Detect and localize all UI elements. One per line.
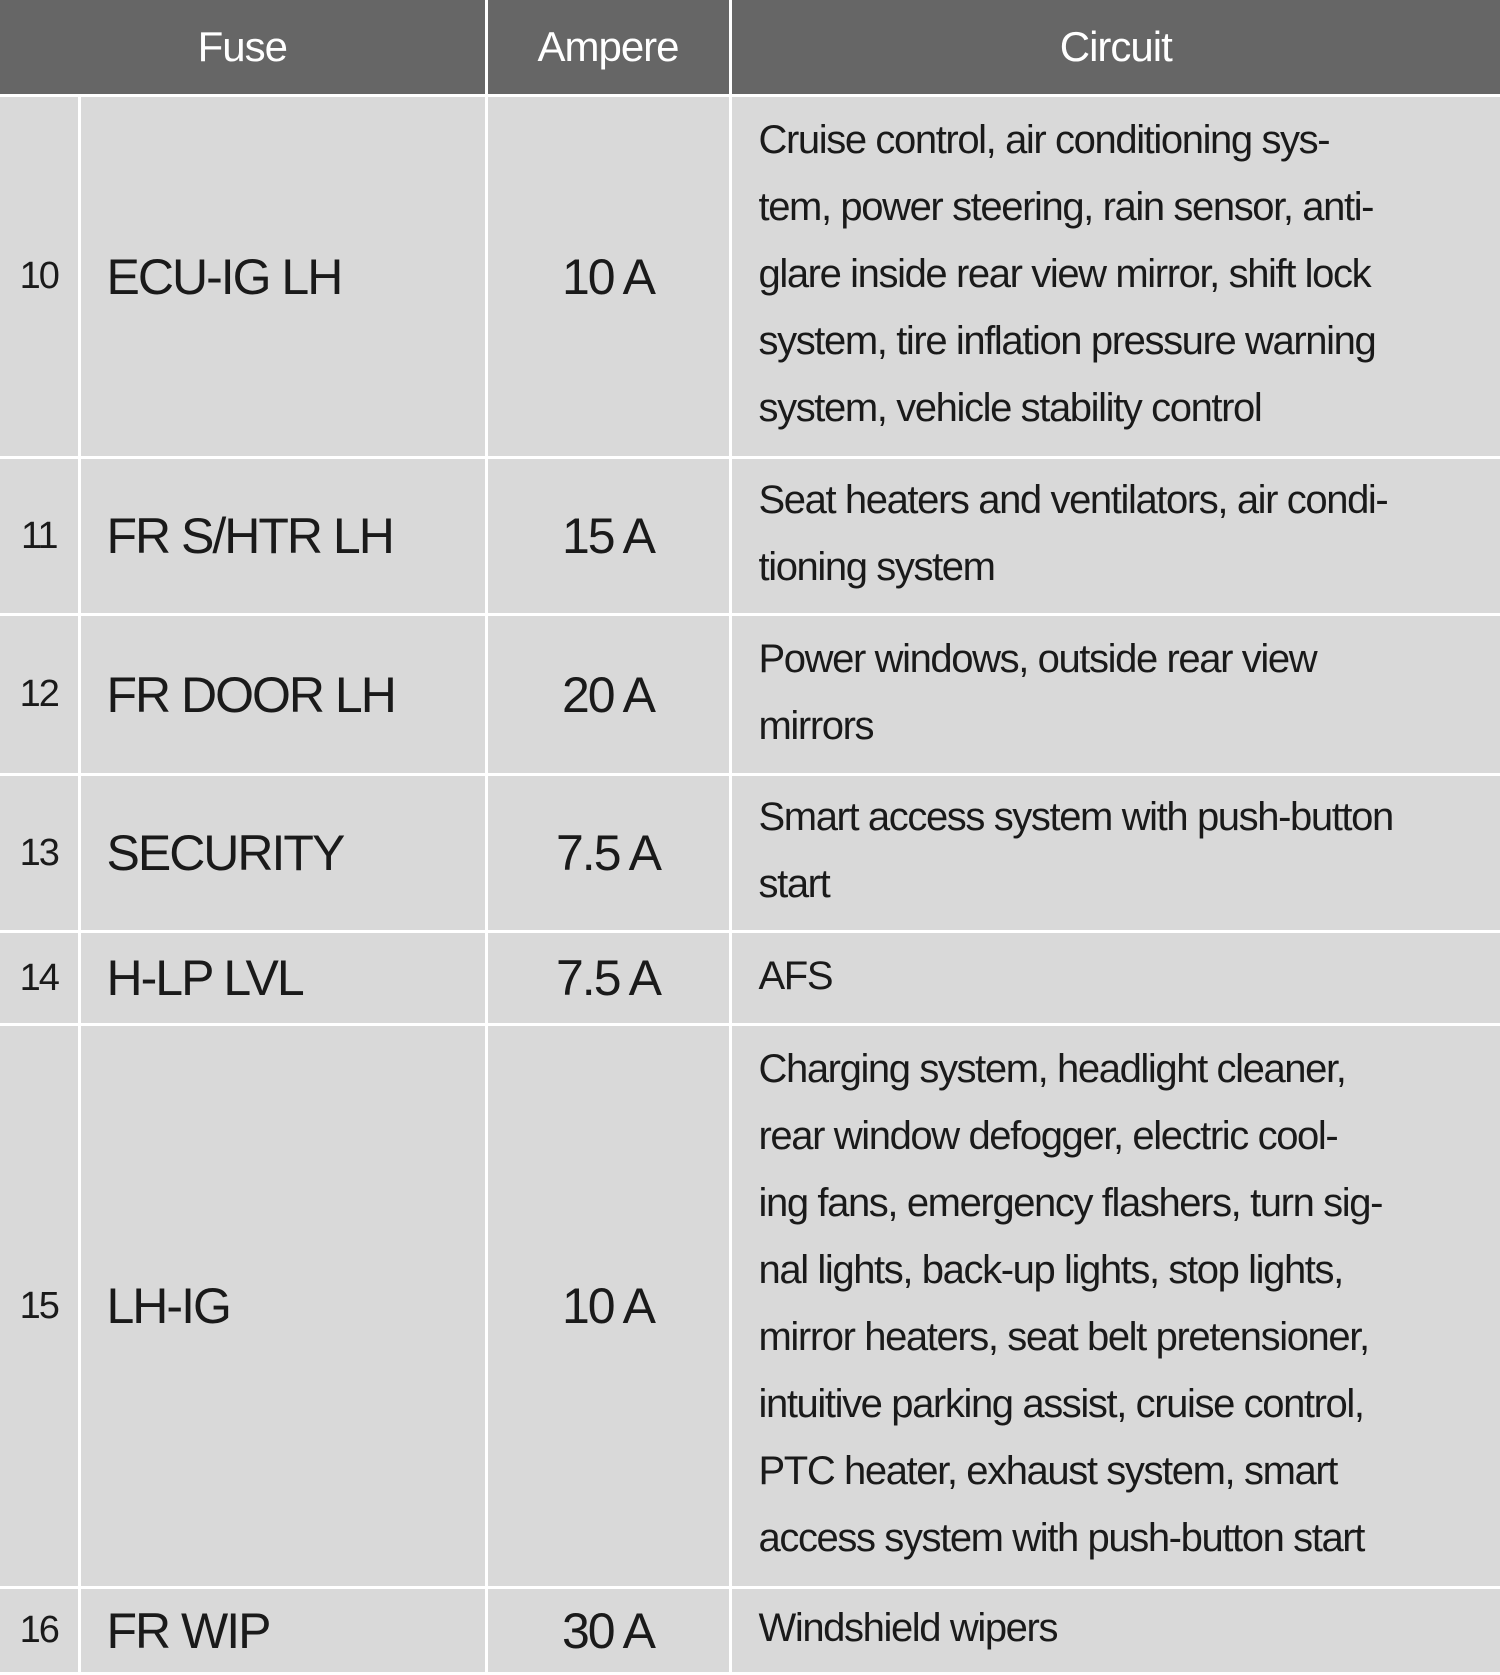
fuse-number: 15	[0, 1025, 79, 1588]
circuit-line: start	[759, 851, 1500, 918]
circuit-line: PTC heater, exhaust system, smart	[759, 1438, 1500, 1505]
fuse-number: 14	[0, 932, 79, 1025]
ampere-value: 7.5 A	[486, 932, 730, 1025]
circuit-line: access system with push-button start	[759, 1505, 1500, 1572]
circuit-line: Smart access system with push-button	[759, 784, 1500, 851]
fuse-name: ECU-IG LH	[79, 96, 486, 458]
ampere-value: 20 A	[486, 615, 730, 775]
circuit-line: tem, power steering, rain sensor, anti-	[759, 174, 1500, 241]
ampere-value: 10 A	[486, 1025, 730, 1588]
fuse-name: FR DOOR LH	[79, 615, 486, 775]
fuse-name: LH-IG	[79, 1025, 486, 1588]
circuit-line: system, tire inflation pressure warning	[759, 308, 1500, 375]
fuse-name: SECURITY	[79, 775, 486, 932]
fuse-name: FR S/HTR LH	[79, 458, 486, 615]
ampere-value: 7.5 A	[486, 775, 730, 932]
fuse-number: 13	[0, 775, 79, 932]
circuit-description: Charging system, headlight cleaner,rear …	[730, 1025, 1500, 1588]
circuit-line: Seat heaters and ventilators, air condi-	[759, 467, 1500, 534]
fuse-number: 12	[0, 615, 79, 775]
circuit-description: Cruise control, air conditioning sys-tem…	[730, 96, 1500, 458]
circuit-line: Windshield wipers	[759, 1595, 1500, 1662]
fuse-number: 11	[0, 458, 79, 615]
circuit-line: Charging system, headlight cleaner,	[759, 1036, 1500, 1103]
circuit-line: AFS	[759, 943, 1500, 1010]
header-fuse: Fuse	[0, 0, 486, 96]
circuit-line: mirrors	[759, 693, 1500, 760]
circuit-line: nal lights, back-up lights, stop lights,	[759, 1237, 1500, 1304]
circuit-line: system, vehicle stability control	[759, 375, 1500, 442]
fuse-name: FR WIP	[79, 1588, 486, 1674]
circuit-description: Windshield wipers	[730, 1588, 1500, 1674]
header-row: Fuse Ampere Circuit	[0, 0, 1500, 96]
circuit-line: intuitive parking assist, cruise control…	[759, 1371, 1500, 1438]
circuit-description: Seat heaters and ventilators, air condi-…	[730, 458, 1500, 615]
ampere-value: 15 A	[486, 458, 730, 615]
circuit-description: AFS	[730, 932, 1500, 1025]
circuit-line: Cruise control, air conditioning sys-	[759, 107, 1500, 174]
fuse-name: H-LP LVL	[79, 932, 486, 1025]
fuse-number: 16	[0, 1588, 79, 1674]
circuit-line: ing fans, emergency flashers, turn sig-	[759, 1170, 1500, 1237]
header-circuit: Circuit	[730, 0, 1500, 96]
circuit-line: mirror heaters, seat belt pretensioner,	[759, 1304, 1500, 1371]
circuit-line: rear window defogger, electric cool-	[759, 1103, 1500, 1170]
ampere-value: 10 A	[486, 96, 730, 458]
circuit-line: glare inside rear view mirror, shift loc…	[759, 241, 1500, 308]
ampere-value: 30 A	[486, 1588, 730, 1674]
circuit-line: tioning system	[759, 534, 1500, 601]
header-ampere: Ampere	[486, 0, 730, 96]
circuit-line: Power windows, outside rear view	[759, 626, 1500, 693]
fuse-number: 10	[0, 96, 79, 458]
